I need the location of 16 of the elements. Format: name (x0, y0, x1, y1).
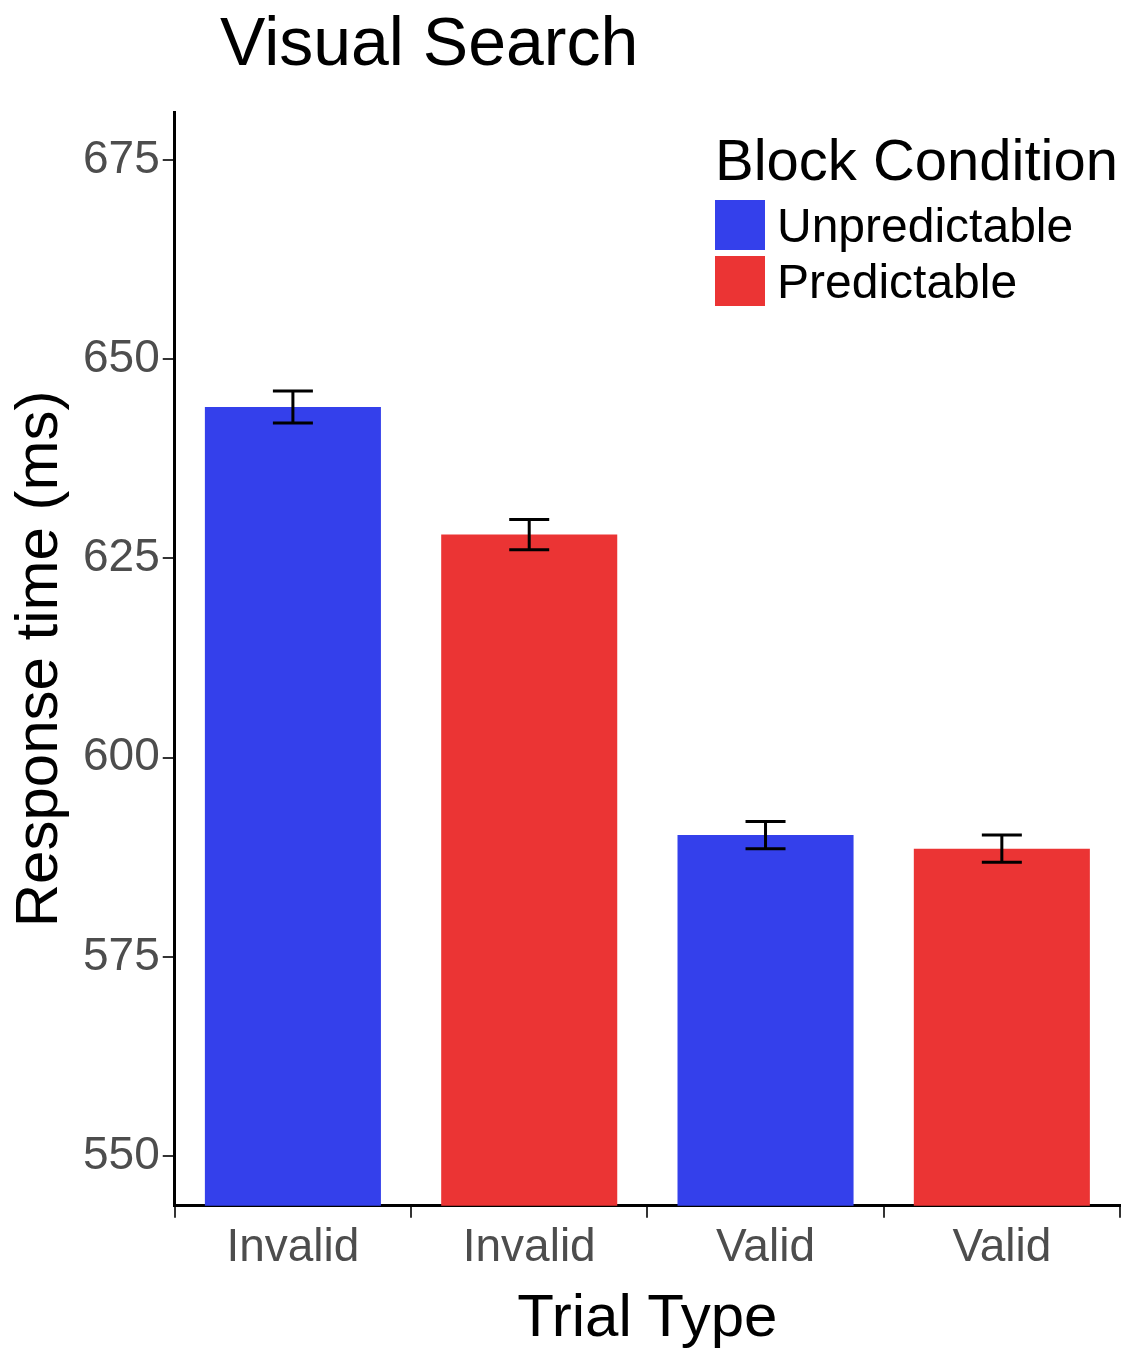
y-axis-title: Response time (ms) (2, 390, 70, 928)
y-tick-label: 600 (83, 728, 160, 781)
x-tick-label: Invalid (226, 1219, 360, 1272)
y-tick-label: 625 (83, 529, 160, 582)
legend-label: Unpredictable (777, 197, 1074, 253)
legend-title: Block Condition (715, 126, 1118, 193)
y-tick-label: 575 (83, 927, 160, 980)
x-tick-label: Valid (716, 1219, 815, 1272)
y-tick-label: 675 (83, 130, 160, 183)
y-tick-label: 650 (83, 329, 160, 382)
chart-title: Visual Search (220, 2, 639, 80)
legend-label: Predictable (777, 253, 1018, 309)
y-tick-label: 550 (83, 1127, 160, 1180)
x-tick-label: Invalid (462, 1219, 596, 1272)
x-tick-label: Valid (952, 1219, 1052, 1272)
x-axis-title: Trial Type (517, 1281, 778, 1349)
